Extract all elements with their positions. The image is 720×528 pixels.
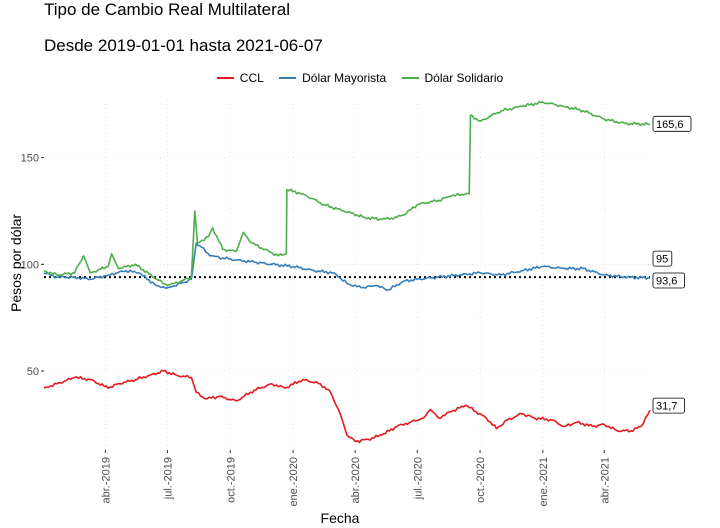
legend-item-ccl: CCL <box>216 71 264 85</box>
x-tick-label: jul.-2020 <box>412 457 424 500</box>
x-tick-label: oct.-2020 <box>475 457 487 503</box>
x-tick-label: abr.-2021 <box>599 457 611 503</box>
end-label-text: 95 <box>656 254 668 266</box>
y-axis-label: Pesos por dólar <box>8 213 24 312</box>
y-tick-label: 100 <box>21 259 39 271</box>
legend-key-dolar-mayorista <box>279 77 297 79</box>
legend-label-ccl: CCL <box>239 71 264 85</box>
end-label: 93,6 <box>652 272 686 289</box>
end-label: 165,6 <box>652 115 692 132</box>
end-label: 31,7 <box>652 397 686 414</box>
legend-item-dolar-mayorista: Dólar Mayorista <box>279 71 386 85</box>
end-labels: 165,6 95 93,6 31,7 <box>652 115 692 414</box>
legend-label-dolar-mayorista: Dólar Mayorista <box>302 71 387 85</box>
x-axis: abr.-2019 jul.-2019 oct.-2019 ene.-2020 abr.… <box>100 450 611 507</box>
x-tick-label: jul.-2019 <box>163 457 175 500</box>
series-lines <box>43 100 651 444</box>
x-tick-label: ene.-2021 <box>538 457 550 507</box>
legend: CCL Dólar Mayorista Dólar Solidario <box>0 68 720 85</box>
legend-label-dolar-solidario: Dólar Solidario <box>424 71 504 85</box>
y-tick-label: 150 <box>21 153 39 165</box>
chart-subtitle: Desde 2019-01-01 hasta 2021-06-07 <box>44 36 323 55</box>
series-line-d-lar-mayorista <box>43 242 651 292</box>
end-label-text: 93,6 <box>656 275 677 287</box>
chart-title: Tipo de Cambio Real Multilateral <box>44 0 290 19</box>
grid <box>44 100 650 450</box>
legend-key-dolar-solidario <box>401 77 419 79</box>
end-label: 95 <box>652 250 673 267</box>
legend-item-dolar-solidario: Dólar Solidario <box>401 71 504 85</box>
x-tick-label: oct.-2019 <box>225 457 237 503</box>
legend-key-ccl <box>216 77 234 79</box>
x-tick-label: ene.-2020 <box>288 457 300 507</box>
x-axis-label: Fecha <box>320 510 360 526</box>
x-tick-label: abr.-2020 <box>350 457 362 503</box>
end-label-box <box>652 115 692 132</box>
end-label-text: 165,6 <box>656 119 684 131</box>
end-label-text: 31,7 <box>656 401 677 413</box>
end-label-box <box>652 397 686 414</box>
series-line-ccl <box>43 369 651 444</box>
series-line-d-lar-solidario <box>43 100 650 287</box>
end-label-box <box>652 250 673 267</box>
y-axis: 50 100 150 <box>21 153 44 378</box>
end-label-box <box>652 272 686 289</box>
x-tick-label: abr.-2019 <box>100 457 112 503</box>
y-tick-label: 50 <box>27 366 39 378</box>
